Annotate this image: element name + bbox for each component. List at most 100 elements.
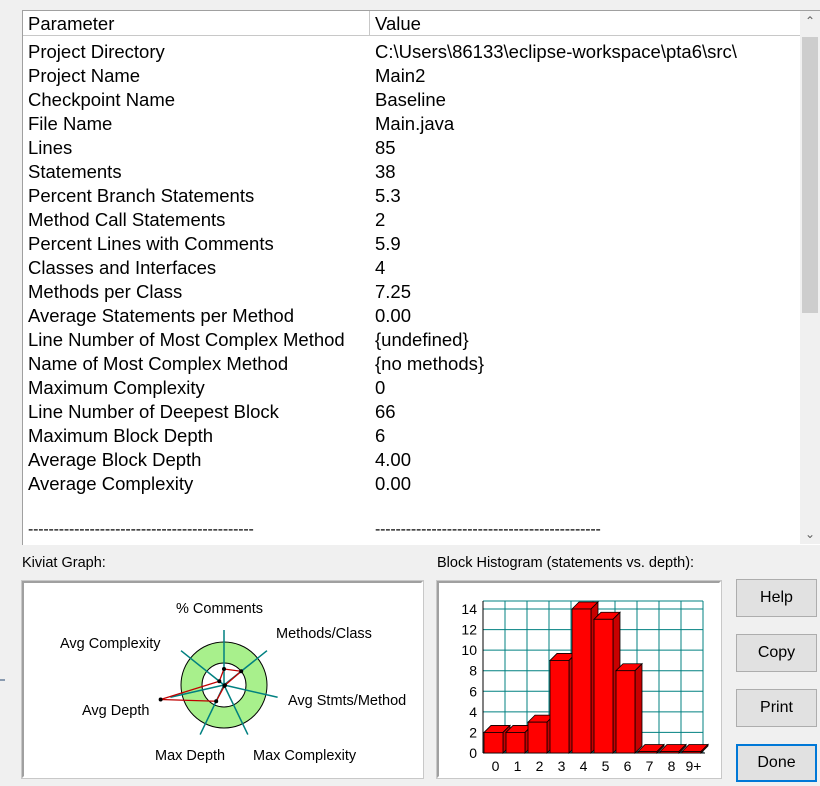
table-row[interactable]: Project Directory C:\Users\86133\eclipse-… xyxy=(23,40,801,64)
x-tick-label: 1 xyxy=(514,758,522,774)
table-row[interactable]: Maximum Complexity 0 xyxy=(23,376,801,400)
y-tick-label: 14 xyxy=(461,601,477,617)
histogram-bar xyxy=(549,660,570,754)
histogram-bar xyxy=(505,732,526,754)
value-cell: 5.9 xyxy=(375,233,401,254)
metrics-list[interactable]: Parameter Value Project Directory C:\User… xyxy=(22,10,820,545)
kiviat-label-avg-complexity: Avg Complexity xyxy=(60,636,161,652)
table-row[interactable]: Lines 85 xyxy=(23,136,801,160)
parameter-cell: Maximum Complexity xyxy=(28,377,205,398)
y-tick-label: 6 xyxy=(469,683,477,699)
table-row[interactable]: Classes and Interfaces 4 xyxy=(23,256,801,280)
parameter-cell: Classes and Interfaces xyxy=(28,257,217,278)
kiviat-label-methods-class: Methods/Class xyxy=(276,626,372,642)
kiviat-label-avg-depth: Avg Depth xyxy=(82,703,149,719)
parameter-cell: Average Statements per Method xyxy=(28,305,295,326)
parameter-cell: Average Block Depth xyxy=(28,449,202,470)
value-cell: 2 xyxy=(375,209,386,230)
kiviat-axis-avg-complexity xyxy=(180,650,225,686)
table-row[interactable]: Line Number of Most Complex Method {undef… xyxy=(23,328,801,352)
parameter-cell: Line Number of Deepest Block xyxy=(28,401,279,422)
parameter-cell: Lines xyxy=(28,137,73,158)
kiviat-graph: % Comments Methods/Class Avg Stmts/Metho… xyxy=(22,581,423,778)
value-cell: C:\Users\86133\eclipse-workspace\pta6\sr… xyxy=(375,41,737,62)
value-cell: Main.java xyxy=(375,113,455,134)
chevron-up-icon[interactable]: ⌃ xyxy=(804,14,816,28)
table-row[interactable]: Average Block Depth 4.00 xyxy=(23,448,801,472)
vertical-scrollbar[interactable]: ⌃ ⌄ xyxy=(800,11,820,544)
kiviat-point-max-complexity xyxy=(222,683,227,688)
table-row[interactable]: Statements 38 xyxy=(23,160,801,184)
kiviat-label-comments: % Comments xyxy=(176,601,263,617)
parameter-cell: Statements xyxy=(28,161,122,182)
value-cell: 7.25 xyxy=(375,281,412,302)
y-tick-label: 10 xyxy=(461,642,477,658)
block-histogram: 0 2 4 6 8 10 12 14 0 1 2 3 4 5 6 7 8 9+ xyxy=(437,581,721,778)
x-tick-label: 0 xyxy=(492,758,500,774)
scrollbar-thumb[interactable] xyxy=(802,37,818,313)
kiviat-label-max-depth: Max Depth xyxy=(155,748,225,764)
histogram-title: Block Histogram (statements vs. depth): xyxy=(437,555,695,571)
chevron-down-icon[interactable]: ⌄ xyxy=(804,527,816,541)
value-cell: 66 xyxy=(375,401,396,422)
x-tick-label: 4 xyxy=(580,758,588,774)
parameter-column-header[interactable]: Parameter xyxy=(23,11,370,36)
value-cell: 0.00 xyxy=(375,305,412,326)
kiviat-axis-avg-stmts xyxy=(223,684,278,699)
copy-button[interactable]: Copy xyxy=(736,634,817,672)
table-row[interactable]: Method Call Statements 2 xyxy=(23,208,801,232)
parameter-cell: File Name xyxy=(28,113,113,134)
y-tick-label: 0 xyxy=(469,745,477,761)
table-row[interactable]: Methods per Class 7.25 xyxy=(23,280,801,304)
value-cell: 5.3 xyxy=(375,185,401,206)
table-row[interactable]: Percent Lines with Comments 5.9 xyxy=(23,232,801,256)
x-tick-label: 6 xyxy=(624,758,632,774)
table-row[interactable]: Maximum Block Depth 6 xyxy=(23,424,801,448)
x-tick-label: 3 xyxy=(558,758,566,774)
parameter-cell: Percent Branch Statements xyxy=(28,185,255,206)
value-cell: 0.00 xyxy=(375,473,412,494)
kiviat-point-avg-complexity xyxy=(217,679,222,684)
table-row[interactable]: Average Statements per Method 0.00 xyxy=(23,304,801,328)
value-column-header[interactable]: Value xyxy=(370,11,801,36)
histogram-bar xyxy=(527,721,548,754)
window-edge-mark xyxy=(0,679,5,681)
histogram-bar xyxy=(681,751,702,754)
table-row[interactable]: Average Complexity 0.00 xyxy=(23,472,801,496)
x-tick-label: 7 xyxy=(646,758,654,774)
kiviat-axis-max-complexity xyxy=(223,684,249,735)
metrics-rows: Project Directory C:\Users\86133\eclipse-… xyxy=(23,40,801,496)
kiviat-point-methods-class xyxy=(239,669,244,674)
parameter-cell: Percent Lines with Comments xyxy=(28,233,274,254)
separator-value: ----------------------------------------… xyxy=(375,521,601,538)
parameter-cell: Line Number of Most Complex Method xyxy=(28,329,345,350)
kiviat-point-avg-depth xyxy=(158,697,163,702)
table-row[interactable]: Project Name Main2 xyxy=(23,64,801,88)
parameter-cell: Checkpoint Name xyxy=(28,89,176,110)
table-row[interactable]: File Name Main.java xyxy=(23,112,801,136)
table-row[interactable]: Line Number of Deepest Block 66 xyxy=(23,400,801,424)
table-row[interactable]: Name of Most Complex Method {no methods} xyxy=(23,352,801,376)
x-tick-label: 2 xyxy=(536,758,544,774)
kiviat-svg: % Comments Methods/Class Avg Stmts/Metho… xyxy=(60,601,406,764)
value-cell: 4.00 xyxy=(375,449,412,470)
done-button[interactable]: Done xyxy=(736,744,817,782)
parameter-cell: Methods per Class xyxy=(28,281,183,302)
y-tick-label: 12 xyxy=(461,622,477,638)
kiviat-point-comments xyxy=(222,667,226,671)
table-row[interactable]: Checkpoint Name Baseline xyxy=(23,88,801,112)
table-row[interactable]: Percent Branch Statements 5.3 xyxy=(23,184,801,208)
parameter-cell: Project Directory xyxy=(28,41,165,62)
parameter-cell: Average Complexity xyxy=(28,473,194,494)
print-button[interactable]: Print xyxy=(736,689,817,727)
separator-parameter: ----------------------------------------… xyxy=(28,521,254,538)
help-button[interactable]: Help xyxy=(736,579,817,617)
list-header: Parameter Value xyxy=(23,11,801,37)
histogram-bar xyxy=(637,751,658,754)
value-cell: 85 xyxy=(375,137,396,158)
histogram-bar xyxy=(593,618,614,754)
value-cell: Baseline xyxy=(375,89,446,110)
parameter-cell: Maximum Block Depth xyxy=(28,425,214,446)
histogram-bar xyxy=(615,670,636,754)
